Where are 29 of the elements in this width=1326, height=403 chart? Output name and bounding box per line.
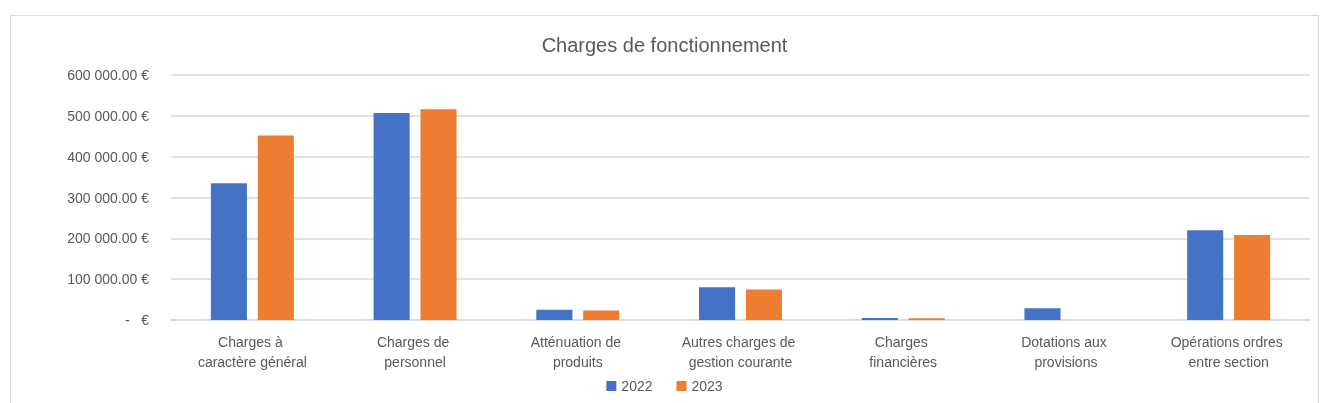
- bar: [583, 310, 620, 320]
- x-tick-label: Autres charges de gestion courante: [681, 334, 800, 370]
- x-tick-label: Atténuation de produits: [530, 334, 625, 370]
- y-tick-label: 100 000.00 €: [67, 271, 150, 288]
- x-tick-label: Charges financières: [869, 334, 938, 370]
- bar: [1187, 230, 1224, 320]
- bar: [373, 112, 410, 320]
- bar: [699, 287, 736, 320]
- legend-label: 2023: [691, 378, 723, 394]
- y-tick-label: 600 000.00 €: [67, 67, 150, 83]
- chart-title: Charges de fonctionnement: [541, 34, 788, 56]
- x-tick-label: Dotations aux provisions: [1021, 334, 1111, 370]
- y-tick-label: 300 000.00 €: [67, 189, 150, 206]
- bar: [210, 183, 247, 320]
- bar: [257, 135, 294, 320]
- bar: [861, 317, 898, 320]
- x-tick-label: Charges de personnel: [376, 334, 454, 370]
- bar: [745, 289, 782, 320]
- bar: [536, 309, 573, 320]
- y-tick-label: 500 000.00 €: [67, 107, 150, 124]
- x-tick-label: Opérations ordres entre section: [1170, 334, 1287, 370]
- y-tick-label: - €: [124, 312, 150, 328]
- x-tick-label: Charges à caractère général: [197, 334, 307, 370]
- bar: [1024, 308, 1061, 320]
- legend-label: 2022: [621, 378, 653, 394]
- y-tick-label: 400 000.00 €: [67, 148, 150, 165]
- bar: [1234, 235, 1271, 320]
- y-tick-label: 200 000.00 €: [67, 230, 150, 247]
- bar: [420, 109, 457, 320]
